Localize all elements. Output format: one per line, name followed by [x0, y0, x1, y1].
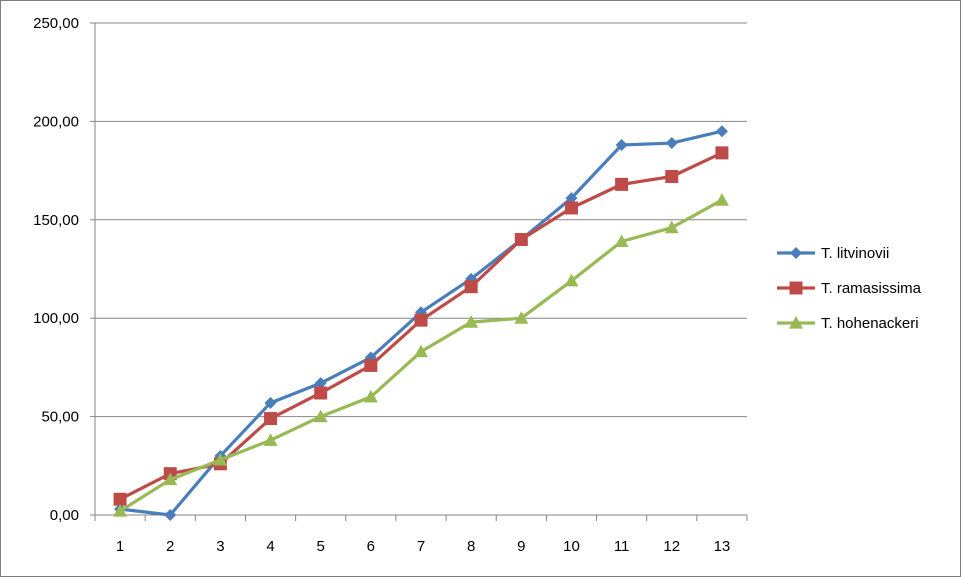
data-point — [263, 433, 278, 446]
y-tick-label: 200,00 — [33, 113, 79, 130]
data-point — [514, 232, 528, 246]
data-point — [715, 146, 729, 160]
y-axis-tick-labels: 0,00 50,00 100,00 150,00 200,00 250,00 — [33, 15, 79, 524]
data-point — [714, 193, 729, 206]
y-tick-label: 150,00 — [33, 212, 79, 229]
x-tick-label: 5 — [317, 538, 325, 555]
data-point — [113, 492, 127, 506]
data-point — [314, 377, 327, 390]
data-point — [464, 280, 478, 294]
x-tick-label: 8 — [467, 538, 475, 555]
data-point — [464, 315, 479, 328]
grid-lines — [95, 22, 747, 418]
legend: T. litvinovii T. ramasissima T. hohenacker… — [777, 245, 922, 332]
legend-item-2: T. ramasissima — [777, 280, 922, 297]
x-tick-label: 11 — [614, 538, 630, 555]
x-tick-label: 7 — [417, 538, 425, 555]
x-tick-label: 13 — [714, 538, 731, 555]
data-point — [565, 192, 578, 205]
data-point — [164, 509, 177, 521]
data-point — [414, 313, 428, 327]
x-tick-label: 10 — [563, 538, 580, 555]
data-point — [715, 125, 728, 138]
x-tick-label: 6 — [367, 538, 375, 555]
y-tick-label: 50,00 — [41, 409, 79, 426]
data-point — [314, 386, 328, 400]
legend-label: T. litvinovii — [821, 245, 889, 262]
data-point — [163, 472, 178, 486]
data-point — [313, 409, 328, 423]
axes — [90, 22, 748, 521]
series-2 — [113, 146, 729, 506]
x-axis-tick-labels: 1 2 3 4 5 6 7 8 9 10 11 12 13 — [116, 538, 730, 555]
x-tick-label: 2 — [166, 538, 174, 555]
data-point — [614, 234, 629, 248]
y-tick-label: 100,00 — [33, 310, 79, 327]
data-point — [665, 137, 678, 150]
legend-marker — [789, 316, 803, 329]
data-point — [414, 344, 428, 358]
data-point — [514, 311, 529, 324]
legend-item-3: T. hohenackeri — [777, 315, 919, 332]
legend-marker — [789, 281, 803, 295]
x-tick-label: 3 — [216, 538, 224, 555]
legend-marker — [790, 247, 802, 259]
data-point — [664, 220, 679, 234]
y-tick-label: 250,00 — [33, 15, 79, 32]
data-point — [264, 412, 278, 426]
x-tick-label: 12 — [663, 538, 680, 555]
y-tick-label: 0,00 — [50, 507, 79, 524]
x-tick-label: 1 — [116, 538, 124, 555]
series-lines — [113, 125, 729, 521]
data-point — [264, 396, 277, 409]
x-tick-label: 4 — [266, 538, 274, 555]
data-point — [113, 504, 128, 517]
x-tick-label: 9 — [517, 538, 525, 555]
legend-item-1: T. litvinovii — [777, 245, 889, 262]
data-point — [564, 201, 578, 215]
data-point — [615, 139, 628, 152]
data-point — [364, 358, 378, 372]
legend-label: T. hohenackeri — [821, 315, 919, 332]
data-point — [363, 389, 378, 403]
data-point — [213, 452, 228, 466]
legend-label: T. ramasissima — [821, 280, 922, 297]
data-point — [564, 273, 579, 287]
series-3 — [113, 193, 729, 517]
data-point — [615, 177, 629, 191]
data-point — [665, 170, 679, 184]
